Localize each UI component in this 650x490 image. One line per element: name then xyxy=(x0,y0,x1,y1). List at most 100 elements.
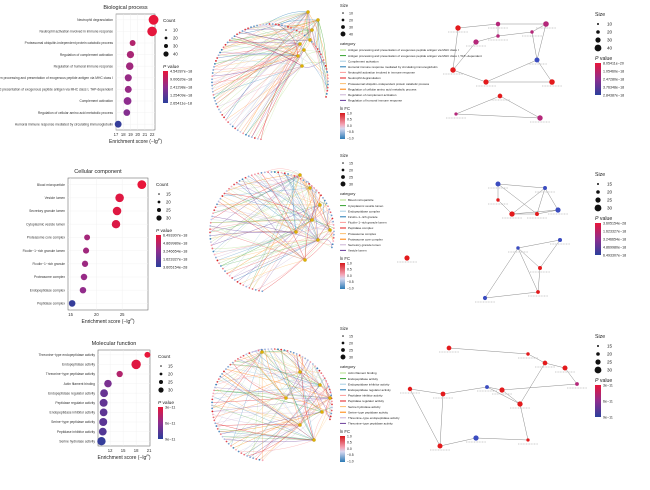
plot-frame xyxy=(67,177,149,311)
gene-node xyxy=(233,279,236,281)
gene-edge xyxy=(260,24,305,51)
gene-edge xyxy=(214,390,331,399)
gene-edge xyxy=(211,65,303,83)
gene-edge xyxy=(237,358,287,399)
gene-node xyxy=(332,223,335,226)
gene-edge xyxy=(210,225,306,261)
term-node xyxy=(526,438,530,442)
size-legend-label: 30 xyxy=(607,38,613,43)
gene-edge xyxy=(260,43,301,140)
size-legend-title: Count xyxy=(158,354,171,359)
gene-node xyxy=(210,218,213,221)
gene-edge xyxy=(304,228,334,261)
similarity-edge xyxy=(455,95,501,115)
size-legend-label: 20 xyxy=(168,372,173,377)
p-legend-tick: 3.246654e−18 xyxy=(603,238,626,242)
x-tick-label: 20 xyxy=(94,312,99,317)
similarity-edge xyxy=(536,59,553,83)
gene-edge xyxy=(253,351,263,459)
gene-node xyxy=(267,348,270,351)
gene-node xyxy=(227,121,230,124)
gene-node xyxy=(321,56,324,59)
data-point xyxy=(124,85,132,93)
gene-node xyxy=(258,458,261,461)
gene-edge xyxy=(232,43,301,127)
size-legend-label: 20 xyxy=(607,30,613,35)
gene-edge xyxy=(309,187,332,216)
category-node xyxy=(284,396,288,400)
p-legend-tick: 6e−11 xyxy=(603,400,613,404)
p-legend-colorbar xyxy=(158,407,163,439)
gene-edge xyxy=(226,190,297,233)
category-legend-label: Actin filament binding xyxy=(348,371,377,375)
x-axis-label-end: ) xyxy=(133,319,135,325)
gene-node xyxy=(329,415,332,418)
gene-node xyxy=(209,228,211,231)
category-legend-label: Serine−type peptidase activity xyxy=(348,410,388,414)
similarity-edge xyxy=(409,388,441,447)
gene-edge xyxy=(228,188,297,233)
p-legend-colorbar xyxy=(595,385,601,417)
gene-edge xyxy=(212,11,309,86)
gene-node xyxy=(327,83,329,86)
size-legend-label: 25 xyxy=(607,360,613,365)
size-legend-dot xyxy=(594,44,602,52)
data-point xyxy=(129,40,136,46)
gene-node xyxy=(267,171,270,174)
term-node xyxy=(454,112,458,116)
gene-node xyxy=(280,348,283,351)
gene-edge xyxy=(272,11,309,25)
size-legend-dot xyxy=(159,372,163,376)
size-legend-title: Size xyxy=(340,153,349,158)
data-point xyxy=(98,427,107,436)
gene-node xyxy=(283,349,286,352)
size-legend-dot xyxy=(165,29,167,31)
gene-edge xyxy=(245,29,313,135)
term-node xyxy=(549,79,555,85)
gene-node xyxy=(209,225,212,227)
gene-node xyxy=(311,363,314,365)
panel-title: Cellular component xyxy=(74,169,122,175)
data-point xyxy=(144,351,151,358)
gene-node xyxy=(262,23,265,26)
category-label: Vesicle lumen xyxy=(45,196,66,200)
gene-edge xyxy=(223,371,315,441)
gene-node xyxy=(211,410,214,413)
gene-node xyxy=(210,244,213,247)
gene-node xyxy=(325,92,328,95)
gene-node xyxy=(277,23,280,26)
gene-node xyxy=(256,24,258,27)
gene-node xyxy=(223,116,225,119)
size-legend-dot xyxy=(597,183,599,185)
gene-edge xyxy=(218,55,299,57)
gene-edge xyxy=(243,49,305,134)
similarity-edge xyxy=(511,209,559,215)
gene-edge xyxy=(299,363,313,426)
gene-edge xyxy=(215,60,303,67)
plot-frame xyxy=(97,349,151,447)
gene-node xyxy=(234,127,237,130)
p-legend-tick: 2.41298e−18 xyxy=(170,85,192,89)
p-legend-title-rest: value xyxy=(166,64,179,70)
gene-node xyxy=(213,209,216,212)
category-legend-label: Cytoplasmic vesicle lumen xyxy=(348,204,384,208)
gene-edge xyxy=(225,368,287,399)
gene-edge xyxy=(226,174,301,192)
gene-edge xyxy=(226,397,331,442)
gene-node xyxy=(231,277,234,279)
gene-node xyxy=(327,80,329,83)
size-legend-label: 40 xyxy=(349,32,353,36)
gene-edge xyxy=(217,229,331,261)
p-legend-tick: 1.623327e−18 xyxy=(603,230,626,234)
size-legend-label: 15 xyxy=(349,161,353,165)
gene-edge xyxy=(220,29,313,53)
p-legend-tick: 1.25409e−18 xyxy=(170,93,192,97)
gene-node xyxy=(230,444,232,447)
gene-edge xyxy=(225,65,303,120)
gene-node xyxy=(224,270,226,273)
term-node xyxy=(485,385,489,389)
x-tick-label: 19 xyxy=(128,132,133,137)
